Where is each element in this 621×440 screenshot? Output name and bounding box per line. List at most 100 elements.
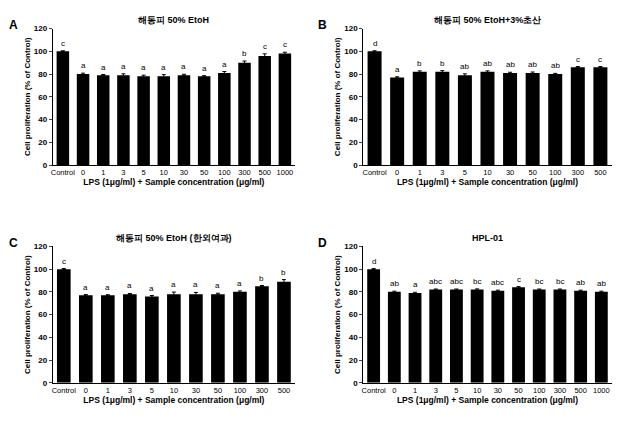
- svg-text:b: b: [417, 59, 422, 68]
- svg-text:1: 1: [418, 168, 422, 177]
- svg-text:120: 120: [34, 24, 48, 33]
- svg-text:Control: Control: [52, 386, 77, 395]
- svg-text:10: 10: [483, 168, 491, 177]
- svg-text:50: 50: [200, 168, 208, 177]
- svg-text:B: B: [318, 18, 327, 32]
- svg-text:20: 20: [349, 138, 358, 147]
- svg-text:b: b: [281, 268, 286, 277]
- svg-text:500: 500: [594, 168, 607, 177]
- svg-text:a: a: [127, 281, 132, 290]
- svg-text:a: a: [181, 62, 186, 71]
- svg-text:300: 300: [554, 386, 567, 395]
- svg-text:100: 100: [344, 265, 358, 274]
- svg-text:5: 5: [150, 386, 154, 395]
- svg-text:1: 1: [101, 168, 105, 177]
- svg-text:30: 30: [506, 168, 514, 177]
- svg-text:b: b: [242, 49, 247, 58]
- svg-text:0: 0: [43, 379, 48, 388]
- svg-text:500: 500: [574, 386, 587, 395]
- svg-text:100: 100: [549, 168, 562, 177]
- svg-text:120: 120: [344, 24, 358, 33]
- svg-text:Cell proliferation (% of Contr: Cell proliferation (% of Control): [333, 255, 342, 374]
- svg-text:120: 120: [344, 242, 358, 251]
- svg-text:a: a: [215, 281, 220, 290]
- svg-text:Cell proliferation (% of Contr: Cell proliferation (% of Control): [23, 37, 32, 156]
- svg-text:0: 0: [81, 168, 85, 177]
- svg-text:40: 40: [349, 333, 358, 342]
- svg-text:d: d: [373, 39, 377, 48]
- svg-text:ab: ab: [597, 279, 606, 288]
- svg-text:Cell proliferation (% of Contr: Cell proliferation (% of Control): [23, 255, 32, 374]
- svg-text:c: c: [61, 39, 65, 48]
- svg-text:bc: bc: [473, 277, 481, 286]
- svg-text:a: a: [149, 284, 154, 293]
- svg-text:0: 0: [353, 161, 358, 170]
- svg-text:b: b: [440, 59, 445, 68]
- svg-text:a: a: [193, 280, 198, 289]
- svg-text:a: a: [171, 280, 176, 289]
- svg-text:ab: ab: [483, 59, 492, 68]
- svg-text:30: 30: [494, 386, 502, 395]
- svg-text:40: 40: [38, 115, 47, 124]
- svg-text:b: b: [259, 274, 264, 283]
- svg-text:D: D: [318, 236, 327, 250]
- svg-text:ab: ab: [460, 62, 469, 71]
- svg-text:500: 500: [258, 168, 271, 177]
- svg-text:c: c: [62, 257, 66, 266]
- svg-text:10: 10: [473, 386, 481, 395]
- svg-text:LPS (1μg/ml) + Sample concentr: LPS (1μg/ml) + Sample concentration (μg/…: [83, 395, 264, 405]
- svg-text:50: 50: [214, 386, 222, 395]
- svg-text:30: 30: [192, 386, 200, 395]
- svg-text:LPS (1μg/ml) + Sample concentr: LPS (1μg/ml) + Sample concentration (μg/…: [83, 177, 264, 187]
- svg-text:c: c: [517, 275, 521, 284]
- svg-text:500: 500: [278, 386, 291, 395]
- svg-text:LPS (1μg/ml) + Sample concentr: LPS (1μg/ml) + Sample concentration (μg/…: [397, 395, 578, 405]
- svg-text:c: c: [263, 42, 267, 51]
- svg-text:1: 1: [106, 386, 110, 395]
- svg-text:100: 100: [34, 265, 48, 274]
- svg-text:ab: ab: [390, 279, 399, 288]
- svg-text:5: 5: [142, 168, 146, 177]
- svg-text:0: 0: [43, 161, 48, 170]
- svg-text:40: 40: [349, 115, 358, 124]
- svg-text:ab: ab: [506, 60, 515, 69]
- svg-text:abc: abc: [491, 278, 504, 287]
- svg-text:300: 300: [238, 168, 251, 177]
- svg-text:해동피 50% EtoH+3%초산: 해동피 50% EtoH+3%초산: [434, 15, 541, 25]
- svg-text:a: a: [202, 64, 207, 73]
- svg-text:50: 50: [528, 168, 536, 177]
- svg-text:c: c: [283, 40, 287, 49]
- svg-text:60: 60: [38, 93, 47, 102]
- svg-text:a: a: [222, 60, 227, 69]
- svg-text:a: a: [101, 63, 106, 72]
- svg-text:abc: abc: [450, 277, 463, 286]
- svg-text:c: c: [598, 55, 602, 64]
- svg-text:100: 100: [34, 47, 48, 56]
- svg-text:100: 100: [218, 168, 231, 177]
- svg-text:50: 50: [514, 386, 522, 395]
- svg-text:300: 300: [256, 386, 269, 395]
- svg-text:C: C: [9, 236, 18, 250]
- svg-text:a: a: [413, 280, 418, 289]
- svg-text:ab: ab: [576, 278, 585, 287]
- svg-text:3: 3: [128, 386, 132, 395]
- svg-text:a: a: [83, 283, 88, 292]
- svg-text:ab: ab: [551, 61, 560, 70]
- svg-text:1000: 1000: [277, 168, 294, 177]
- svg-text:0: 0: [353, 379, 358, 388]
- svg-text:60: 60: [349, 310, 358, 319]
- svg-text:LPS (1μg/ml) + Sample concentr: LPS (1μg/ml) + Sample concentration (μg/…: [397, 177, 578, 187]
- svg-text:abc: abc: [429, 277, 442, 286]
- svg-text:a: a: [161, 63, 166, 72]
- svg-text:ab: ab: [528, 60, 537, 69]
- svg-text:Cell proliferation (% of Contr: Cell proliferation (% of Control): [333, 37, 342, 156]
- svg-text:80: 80: [38, 70, 47, 79]
- svg-text:100: 100: [234, 386, 247, 395]
- svg-text:40: 40: [38, 333, 47, 342]
- svg-text:a: a: [141, 63, 146, 72]
- svg-text:0: 0: [84, 386, 88, 395]
- svg-text:1000: 1000: [593, 386, 610, 395]
- svg-text:30: 30: [180, 168, 188, 177]
- svg-text:해동피 50% EtoH: 해동피 50% EtoH: [138, 15, 209, 25]
- svg-text:a: a: [121, 62, 126, 71]
